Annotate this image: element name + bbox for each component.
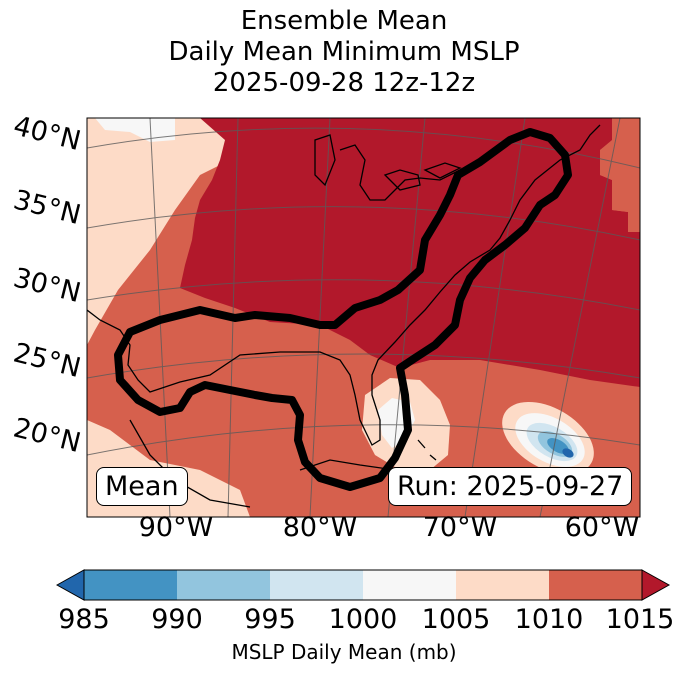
lat-line-35	[87, 206, 640, 241]
lake-ontario	[423, 162, 462, 179]
lat-line-30	[87, 279, 640, 311]
low-core	[562, 448, 574, 458]
colorbar-segment-1005	[456, 570, 549, 600]
title-line-2: Daily Mean Minimum MSLP	[168, 37, 520, 67]
field-1000-1005-nw	[95, 118, 175, 142]
colorbar-tick-1000: 1000	[328, 604, 398, 635]
mean-label: Mean	[96, 467, 188, 506]
threshold-outline	[114, 128, 572, 491]
colorbar-segment-990	[177, 570, 270, 600]
title-line-1: Ensemble Mean	[240, 6, 448, 36]
bahamas	[417, 439, 437, 461]
figure-title: Ensemble Mean Daily Mean Minimum MSLP 20…	[0, 6, 688, 99]
lon-label-80: 80°W	[282, 512, 358, 543]
colorbar-tick-1010: 1010	[514, 604, 584, 635]
colorbar-over-arrow	[641, 569, 671, 601]
colorbar-tick-1005: 1005	[421, 604, 491, 635]
field-1010-ne	[600, 118, 640, 232]
run-date-label: Run: 2025-09-27	[388, 467, 633, 506]
lat-line-25	[87, 353, 640, 379]
map-frame	[86, 117, 641, 518]
lake-michigan	[314, 134, 336, 187]
colorbar-label: MSLP Daily Mean (mb)	[231, 640, 457, 664]
field-1005-1010-west	[87, 118, 300, 345]
lon-label-70: 70°W	[422, 512, 498, 543]
colorbar-under-arrow	[55, 569, 85, 601]
lon-line-70	[539, 118, 621, 517]
colorbar-segment-995	[270, 570, 363, 600]
colorbar-segment-985	[84, 570, 177, 600]
lake-erie	[383, 169, 421, 191]
colorbar-tick-995: 995	[244, 604, 296, 635]
us-coastline	[87, 124, 601, 446]
colorbar	[55, 569, 671, 601]
lat-line-20	[87, 424, 640, 456]
lon-label-60: 60°W	[564, 512, 640, 543]
lon-line-75	[464, 118, 526, 517]
colorbar-tick-985: 985	[58, 604, 110, 635]
great-lakes-shore	[339, 144, 461, 201]
colorbar-tick-990: 990	[151, 604, 203, 635]
colorbar-frame	[83, 569, 643, 601]
title-line-3: 2025-09-28 12z-12z	[212, 68, 476, 98]
colorbar-segment-1010	[549, 570, 642, 600]
lon-label-90: 90°W	[138, 512, 214, 543]
colorbar-tick-1015: 1015	[605, 604, 675, 635]
colorbar-segment-1000	[363, 570, 456, 600]
pressure-field	[87, 118, 640, 517]
lon-line-85	[309, 118, 331, 517]
